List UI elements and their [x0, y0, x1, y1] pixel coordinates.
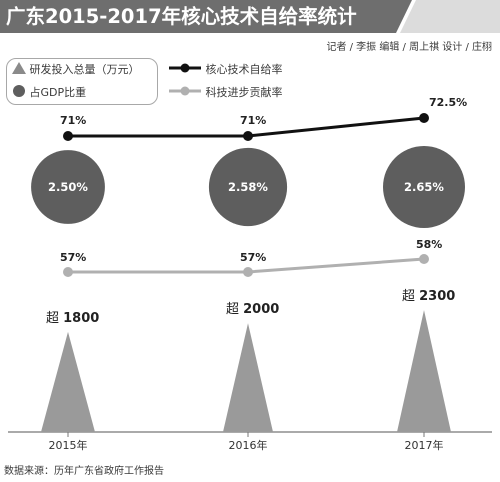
triangle-rd-investment — [223, 323, 273, 432]
bubble-gdp-share — [31, 150, 105, 224]
data-label-self-sufficiency: 72.5% — [429, 96, 467, 109]
legend-item-self-sufficiency: 核心技术自给率 — [168, 61, 283, 77]
bubble-gdp-share — [208, 147, 288, 227]
data-label-tech-contribution: 58% — [416, 238, 442, 251]
bubble-label-gdp-share: 2.65% — [404, 180, 444, 194]
triangle-label-rd-investment: 超 1800 — [46, 311, 99, 326]
bubble-gdp-share — [383, 146, 465, 228]
data-label-self-sufficiency: 71% — [240, 114, 266, 127]
triangle-label-value: 1800 — [63, 311, 99, 326]
dark-line-marker-icon — [169, 63, 201, 73]
x-tick-label: 2017年 — [404, 439, 444, 452]
data-label-tech-contribution: 57% — [240, 251, 266, 264]
legend-box — [6, 58, 158, 105]
page-title: 广东2015-2017年核心技术自给率统计 — [6, 5, 357, 28]
data-point-self-sufficiency — [243, 131, 253, 141]
data-label-tech-contribution: 57% — [60, 251, 86, 264]
x-tick-label: 2015年 — [48, 439, 88, 452]
triangle-label-prefix: 超 — [226, 302, 243, 317]
bubble-label-gdp-share: 2.58% — [228, 180, 268, 194]
data-point-self-sufficiency — [63, 131, 73, 141]
light-line-marker-icon — [169, 86, 201, 96]
legend-item-gdp-share: 占GDP比重 — [12, 84, 86, 100]
data-point-tech-contribution — [243, 267, 253, 277]
legend-label: 研发投入总量（万元） — [29, 63, 140, 76]
title-band-shape — [0, 0, 500, 33]
x-tick-label: 2016年 — [228, 439, 268, 452]
triangle-label-rd-investment: 超 2300 — [402, 289, 455, 304]
data-label-self-sufficiency: 71% — [60, 114, 86, 127]
triangle-label-value: 2300 — [419, 289, 455, 304]
credits: 记者 / 李振 编辑 / 周上祺 设计 / 庄栩 — [326, 42, 492, 53]
legend-label: 科技进步贡献率 — [205, 86, 283, 99]
legend-label: 核心技术自给率 — [205, 63, 283, 76]
data-point-self-sufficiency — [419, 113, 429, 123]
legend-item-tech-contribution: 科技进步贡献率 — [168, 84, 283, 100]
triangle-label-rd-investment: 超 2000 — [226, 302, 279, 317]
legend-label: 占GDP比重 — [29, 86, 87, 99]
triangle-rd-investment — [397, 310, 451, 432]
legend-item-rd-investment: 研发投入总量（万元） — [12, 61, 140, 77]
triangle-label-value: 2000 — [243, 302, 279, 317]
dark-circle-icon — [13, 85, 25, 97]
triangle-label-prefix: 超 — [402, 289, 419, 304]
triangle-icon — [12, 62, 26, 74]
triangle-label-prefix: 超 — [46, 311, 63, 326]
triangle-rd-investment — [41, 331, 95, 432]
data-source: 数据来源：历年广东省政府工作报告 — [4, 466, 164, 477]
data-point-tech-contribution — [419, 254, 429, 264]
data-point-tech-contribution — [63, 267, 73, 277]
title-band: 广东2015-2017年核心技术自给率统计 — [0, 0, 500, 33]
bubble-label-gdp-share: 2.50% — [48, 180, 88, 194]
